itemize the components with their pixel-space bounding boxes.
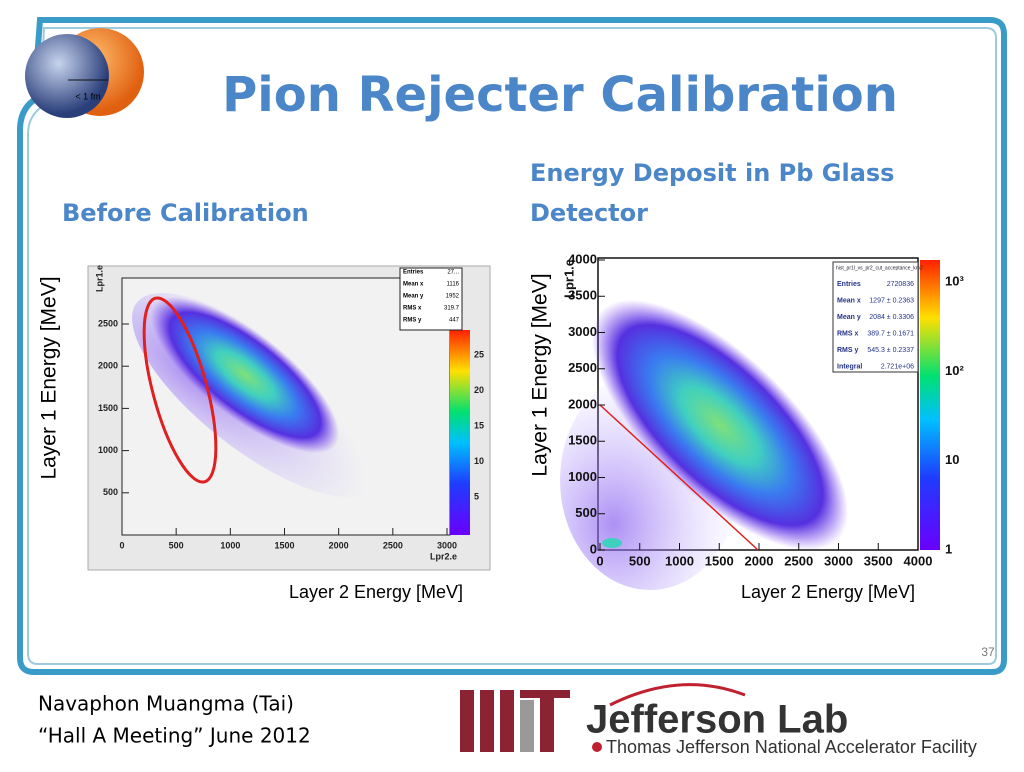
stats-label: Mean x bbox=[837, 297, 861, 304]
tick-label: 2000 bbox=[98, 361, 118, 371]
stats-value: 319.7 bbox=[444, 306, 460, 312]
stats-value: 545.3 ± 0.2337 bbox=[867, 347, 914, 354]
stats-label: RMS x bbox=[403, 306, 422, 312]
tick-label: 1000 bbox=[665, 553, 694, 568]
tick-label: 1000 bbox=[220, 540, 240, 550]
tick-label: 4000 bbox=[904, 553, 933, 568]
tick-label: 4000 bbox=[568, 251, 597, 266]
tick-label: 3000 bbox=[568, 324, 597, 339]
slide-title: Pion Rejecter Calibration bbox=[222, 67, 898, 123]
tick-label: 500 bbox=[575, 505, 597, 520]
stats-label: Integral bbox=[837, 363, 862, 370]
tick-label: 0 bbox=[119, 540, 124, 550]
tick-label: 3000 bbox=[437, 540, 457, 550]
colorbar bbox=[450, 330, 470, 535]
tick-label: 10² bbox=[945, 363, 964, 378]
tick-label: 1500 bbox=[568, 433, 597, 448]
tick-label: 1 bbox=[945, 541, 952, 556]
page-number: 37 bbox=[981, 645, 995, 659]
stats-value: 2084 ± 0.3306 bbox=[869, 314, 914, 321]
tick-label: 1500 bbox=[274, 540, 294, 550]
logo-scale-label: < 1 fm bbox=[75, 91, 100, 101]
swoosh bbox=[609, 683, 746, 707]
author: Navaphon Muangma (Tai) bbox=[38, 692, 294, 716]
x-label: Layer 2 Energy [MeV] bbox=[289, 582, 463, 602]
stats-label: Mean x bbox=[403, 282, 424, 288]
stats-label: RMS y bbox=[403, 318, 422, 324]
stats-value: 389.7 ± 0.1671 bbox=[867, 330, 914, 337]
tick-label: 10 bbox=[474, 456, 484, 466]
tick-label: 25 bbox=[474, 349, 484, 359]
logo-sphere bbox=[25, 34, 109, 118]
mit-logo bbox=[460, 690, 570, 752]
tick-label: 2500 bbox=[98, 318, 118, 328]
tick-label: 1500 bbox=[705, 553, 734, 568]
stats-label: Mean y bbox=[837, 314, 861, 321]
axis-title: Lpr1.e bbox=[94, 265, 104, 292]
stats-label: Entries bbox=[837, 281, 861, 288]
tick-label: 15 bbox=[474, 420, 484, 430]
tick-label: 2500 bbox=[568, 360, 597, 375]
tick-label: 500 bbox=[169, 540, 184, 550]
density bbox=[591, 299, 849, 551]
tick-label: 500 bbox=[103, 487, 118, 497]
tick-label: 3000 bbox=[824, 553, 853, 568]
tick-label: 2500 bbox=[784, 553, 813, 568]
x-label: Layer 2 Energy [MeV] bbox=[741, 582, 915, 602]
frame bbox=[17, 17, 1007, 675]
tick-label: 10³ bbox=[945, 274, 964, 289]
left-heading: Before Calibration bbox=[62, 199, 309, 227]
lab-dot bbox=[592, 742, 602, 752]
stats-label: Mean y bbox=[403, 294, 424, 300]
stats-value: 2720836 bbox=[887, 281, 914, 288]
tick-label: 0 bbox=[596, 553, 603, 568]
y-label: Layer 1 Energy [MeV] bbox=[38, 276, 61, 479]
stats-label: RMS x bbox=[837, 330, 859, 337]
stats-title: hist_pr1l_vs_pr2_cut_acceptance_km2 bbox=[836, 265, 923, 271]
density bbox=[150, 296, 340, 454]
tick-label: 20 bbox=[474, 385, 484, 395]
stats-label: Entries bbox=[403, 270, 424, 276]
colorbar bbox=[920, 260, 940, 550]
tick-label: 2500 bbox=[383, 540, 403, 550]
cut-line bbox=[599, 404, 759, 551]
tick-label: 1500 bbox=[98, 403, 118, 413]
tick-label: 2000 bbox=[568, 396, 597, 411]
density bbox=[602, 538, 622, 548]
stats-label: RMS y bbox=[837, 347, 859, 354]
tick-label: 0 bbox=[590, 541, 597, 556]
stats-value: 27... bbox=[447, 270, 459, 276]
tick-label: 500 bbox=[629, 553, 651, 568]
y-label: Layer 1 Energy [MeV] bbox=[529, 273, 552, 476]
stats-value: 447 bbox=[449, 318, 460, 324]
stats-value: 1297 ± 0.2363 bbox=[869, 297, 914, 304]
stats-value: 1952 bbox=[446, 294, 460, 300]
stats-box bbox=[832, 261, 919, 373]
axis-title: Lpr2.e bbox=[430, 551, 457, 561]
axis-title: Lpr1.e bbox=[561, 259, 576, 298]
lab-name: Jefferson Lab bbox=[586, 698, 848, 742]
tick-label: 1000 bbox=[568, 469, 597, 484]
tick-label: 3500 bbox=[864, 553, 893, 568]
lab-full: Thomas Jefferson National Accelerator Fa… bbox=[606, 737, 977, 757]
right-heading: Energy Deposit in Pb Glass Detector bbox=[530, 159, 894, 227]
stats-value: 2.721e+06 bbox=[881, 363, 914, 370]
highlight-ellipse bbox=[142, 296, 218, 484]
frame-inner bbox=[27, 27, 997, 665]
tick-label: 3500 bbox=[568, 288, 597, 303]
tick-label: 5 bbox=[474, 491, 479, 501]
meeting: “Hall A Meeting” June 2012 bbox=[38, 724, 311, 748]
tick-label: 10 bbox=[945, 452, 959, 467]
stats-box bbox=[399, 267, 463, 331]
tick-label: 2000 bbox=[329, 540, 349, 550]
stats-value: 1116 bbox=[447, 282, 460, 288]
tick-label: 1000 bbox=[98, 445, 118, 455]
tick-label: 2000 bbox=[745, 553, 774, 568]
